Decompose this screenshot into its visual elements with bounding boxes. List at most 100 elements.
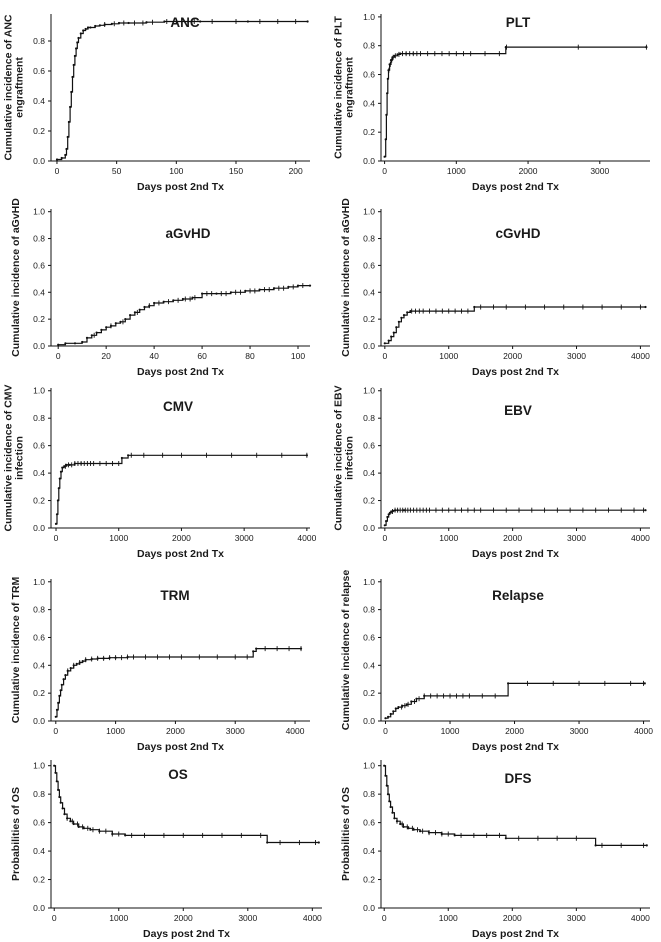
y-tick-label: 0.0 [363, 716, 375, 726]
y-tick-label: 0.4 [363, 846, 375, 856]
y-tick-label: 0.0 [33, 903, 45, 913]
x-tick-label: 0 [383, 726, 388, 736]
data-point [90, 334, 93, 337]
data-point [385, 520, 388, 523]
data-point [98, 24, 101, 27]
data-point [124, 834, 127, 837]
panel-cgvhd: 0.0 0.2 0.4 0.6 0.8 1.0 0 1000 2000 3000 4000 Days … [340, 198, 650, 378]
data-point [473, 305, 476, 309]
x-tick-label: 80 [245, 351, 255, 361]
data-point [54, 522, 58, 526]
chart-title: aGvHD [165, 226, 210, 241]
y-axis-label: Cumulative incidence of EBV [333, 385, 345, 530]
y-tick-label: 1.0 [363, 207, 375, 217]
data-point [395, 326, 398, 329]
data-point [75, 47, 78, 50]
y-tick-label: 0.2 [363, 875, 375, 885]
x-tick-label: 0 [382, 351, 387, 361]
x-tick-label: 60 [197, 351, 207, 361]
data-point [64, 342, 67, 345]
x-axis-label: Days post 2nd Tx [472, 181, 559, 193]
panel-dfs: 0.0 0.2 0.4 0.6 0.8 1.0 0 1000 2000 3000 4000 Days … [340, 760, 650, 940]
y-tick-label: 0.4 [33, 287, 45, 297]
data-point [58, 694, 61, 698]
x-axis-label: Days post 2nd Tx [137, 366, 224, 378]
data-point [119, 320, 122, 323]
series-line [384, 306, 646, 344]
data-point [385, 784, 388, 787]
x-tick-label: 2000 [174, 913, 193, 923]
data-point [386, 793, 390, 796]
y-axis-label: engraftment [14, 57, 26, 118]
data-point [145, 21, 148, 24]
data-point [387, 715, 390, 718]
data-point [77, 825, 80, 829]
data-point [72, 822, 75, 826]
panel-ebv: 0.0 0.2 0.4 0.6 0.8 1.0 0 1000 2000 3000 4000 Days … [333, 385, 651, 560]
data-point [110, 22, 113, 25]
data-point [62, 678, 65, 681]
x-tick-label: 1000 [439, 913, 458, 923]
data-point [383, 342, 386, 345]
y-tick-label: 0.0 [33, 523, 45, 533]
y-tick-label: 1.0 [33, 386, 45, 396]
series-line [385, 682, 645, 719]
data-point [69, 820, 72, 823]
y-tick-label: 0.8 [363, 789, 375, 799]
x-tick-label: 1000 [439, 351, 458, 361]
x-tick-label: 0 [53, 726, 58, 736]
data-point [453, 834, 456, 837]
data-point [57, 788, 60, 792]
y-tick-label: 0.8 [363, 41, 375, 51]
x-axis-label: Days post 2nd Tx [137, 181, 224, 193]
x-tick-label: 3000 [235, 533, 254, 543]
y-tick-label: 0.2 [363, 127, 375, 137]
data-point [59, 689, 62, 692]
x-axis-label: Days post 2nd Tx [472, 366, 559, 378]
y-tick-label: 0.6 [33, 818, 45, 828]
y-tick-label: 0.4 [363, 287, 375, 297]
y-tick-label: 0.4 [33, 660, 45, 670]
data-point [391, 811, 394, 814]
data-point [397, 706, 400, 709]
data-point [117, 21, 121, 25]
data-point [95, 331, 98, 334]
y-axis-label: Cumulative incidence of CMV [3, 384, 15, 531]
data-point [172, 299, 175, 302]
x-tick-label: 2000 [503, 351, 522, 361]
data-point [384, 774, 387, 777]
data-point [58, 795, 61, 799]
data-point [272, 287, 276, 290]
panel-cmv: 0.0 0.2 0.4 0.6 0.8 1.0 0 1000 2000 3000 4000 Days … [3, 384, 317, 560]
y-tick-label: 0.8 [363, 234, 375, 244]
data-point [384, 138, 387, 141]
data-point [64, 674, 67, 677]
data-point [71, 75, 74, 79]
x-axis-label: Days post 2nd Tx [143, 928, 230, 940]
data-point [383, 524, 386, 527]
data-point [59, 470, 63, 473]
panel-trm: 0.0 0.2 0.4 0.6 0.8 1.0 0 1000 2000 3000 4000 Days … [10, 577, 310, 753]
y-tick-label: 0.0 [33, 341, 45, 351]
data-point [60, 156, 63, 160]
data-point [306, 20, 309, 23]
chart-title: ANC [170, 15, 199, 30]
data-point [308, 284, 312, 287]
data-point [199, 20, 202, 23]
data-point [645, 844, 648, 847]
data-point [105, 326, 108, 329]
data-point [61, 807, 64, 810]
x-tick-label: 1000 [441, 726, 460, 736]
data-point [143, 305, 146, 309]
x-tick-label: 3000 [590, 166, 609, 176]
data-point [84, 27, 87, 31]
data-point [244, 289, 247, 292]
y-tick-label: 0.2 [33, 496, 45, 506]
y-tick-label: 0.8 [33, 605, 45, 615]
y-axis-label: engraftment [344, 57, 356, 118]
x-tick-label: 1000 [439, 533, 458, 543]
x-tick-label: 100 [291, 351, 305, 361]
data-point [507, 682, 510, 685]
x-tick-label: 0 [52, 913, 57, 923]
